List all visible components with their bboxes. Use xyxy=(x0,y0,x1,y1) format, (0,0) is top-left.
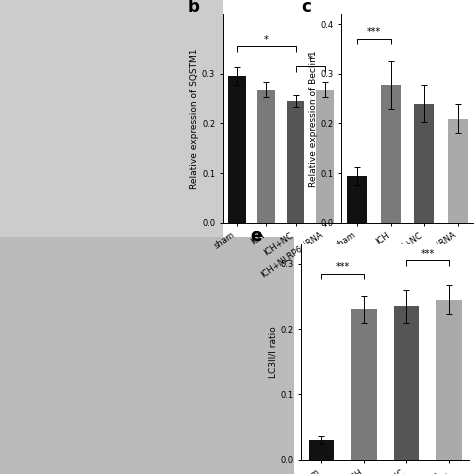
Text: *: * xyxy=(308,55,312,65)
Bar xyxy=(351,310,377,460)
Text: ***: *** xyxy=(367,27,381,37)
Bar xyxy=(381,85,401,223)
Bar xyxy=(448,118,468,223)
Y-axis label: LC3II/I ratio: LC3II/I ratio xyxy=(268,326,277,378)
Bar xyxy=(393,306,419,460)
Bar xyxy=(414,104,435,223)
Y-axis label: Relative expression of SQSTM1: Relative expression of SQSTM1 xyxy=(190,48,199,189)
Text: b: b xyxy=(188,0,200,16)
Text: c: c xyxy=(301,0,311,16)
Bar xyxy=(257,90,275,223)
Bar xyxy=(436,300,462,460)
Bar xyxy=(287,101,304,223)
Bar xyxy=(347,175,367,223)
Bar xyxy=(309,440,334,460)
Text: e: e xyxy=(250,227,262,245)
Bar xyxy=(228,76,246,223)
Bar xyxy=(316,90,334,223)
Text: ***: *** xyxy=(336,262,350,272)
Y-axis label: Relative expression of Beclin1: Relative expression of Beclin1 xyxy=(309,50,318,187)
Text: ***: *** xyxy=(420,249,435,259)
Text: *: * xyxy=(264,35,269,45)
Text: e: e xyxy=(250,227,262,245)
